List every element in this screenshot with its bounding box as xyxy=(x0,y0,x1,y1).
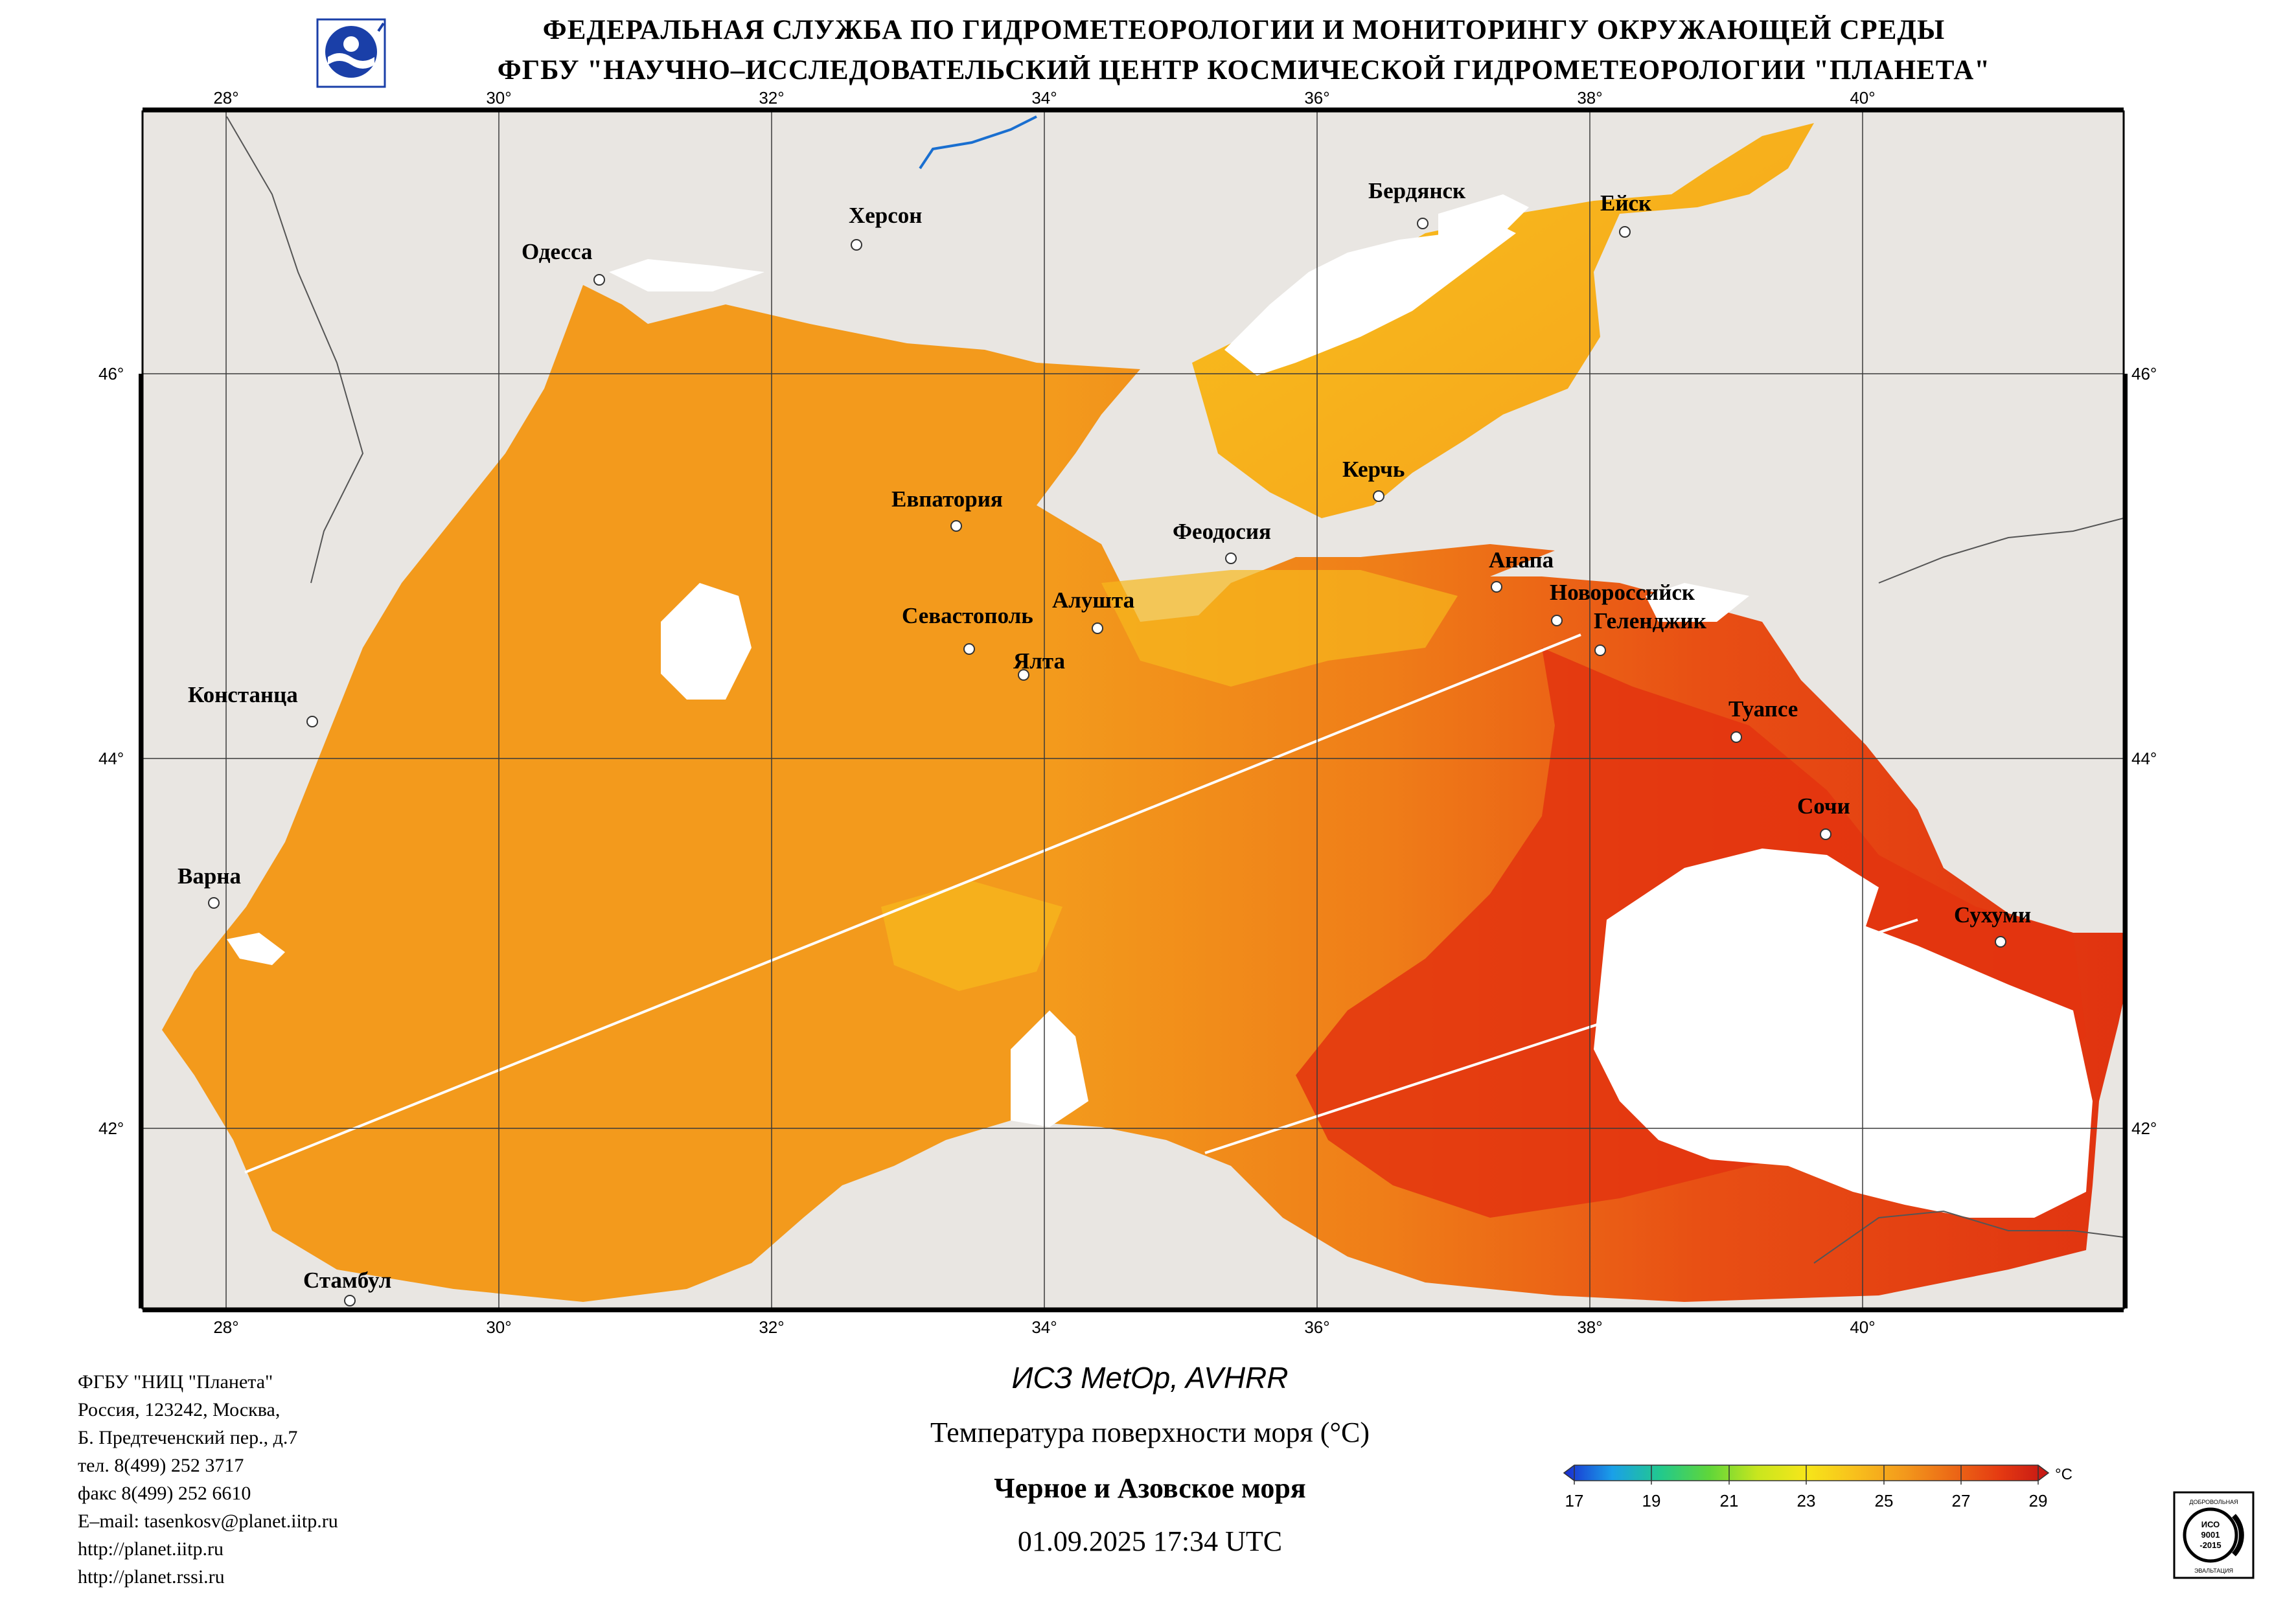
lat-label-left: 42° xyxy=(98,1119,124,1138)
cloud-mask xyxy=(1011,1010,1088,1127)
colorbar-tick-label: 19 xyxy=(1642,1491,1661,1510)
org-url-link[interactable]: http://planet.iitp.ru xyxy=(78,1538,224,1560)
city-label-istanbul: Стамбул xyxy=(303,1268,391,1293)
city-label-anapa: Анапа xyxy=(1489,547,1554,573)
org-fax: факс 8(499) 252 6610 xyxy=(78,1483,251,1504)
cert-iso-year: -2015 xyxy=(2199,1540,2221,1550)
lon-label-top: 40° xyxy=(1850,88,1875,108)
lon-label-bottom: 32° xyxy=(759,1317,784,1337)
colorbar-tick-label: 17 xyxy=(1565,1491,1584,1510)
graticule xyxy=(143,111,2124,1308)
cert-iso-label: ИСО xyxy=(2201,1520,2220,1529)
cert-top-text: ДОБРОВОЛЬНАЯ xyxy=(2189,1499,2238,1505)
lon-label-bottom: 34° xyxy=(1031,1317,1057,1337)
city-label-varna: Варна xyxy=(178,863,241,889)
org-name: ФГБУ "НИЦ "Планета" xyxy=(78,1371,273,1393)
lat-label-right: 44° xyxy=(2131,749,2157,768)
colorbar-tick-label: 27 xyxy=(1952,1491,1971,1510)
lon-label-top: 36° xyxy=(1304,88,1329,108)
cloud-mask xyxy=(1224,220,1516,376)
datetime-label: 01.09.2025 17:34 UTC xyxy=(1017,1525,1283,1557)
org-phone: тел. 8(499) 252 3717 xyxy=(78,1455,244,1476)
lon-label-top: 28° xyxy=(213,88,238,108)
colorbar-tick-label: 21 xyxy=(1720,1491,1739,1510)
colorbar: 17 19 21 23 25 27 29 °С xyxy=(1563,1465,2072,1510)
cert-bottom-text: ЭВАЛЬТАЦИЯ xyxy=(2194,1567,2233,1574)
azov-sea xyxy=(1192,123,1814,518)
lon-label-bottom: 38° xyxy=(1577,1317,1602,1337)
city-label-tuapse: Туапсе xyxy=(1728,696,1798,722)
city-label-sevastopol: Севастополь xyxy=(902,603,1033,628)
header-line-2: ФГБУ "НАУЧНО–ИССЛЕДОВАТЕЛЬСКИЙ ЦЕНТР КОС… xyxy=(497,55,1991,85)
river xyxy=(919,115,1037,170)
cloud-mask xyxy=(1646,583,1749,622)
lat-label-right: 42° xyxy=(2131,1119,2157,1138)
header-line-1: ФЕДЕРАЛЬНАЯ СЛУЖБА ПО ГИДРОМЕТЕОРОЛОГИИ … xyxy=(542,15,1946,45)
city-label-feodosiya: Феодосия xyxy=(1173,519,1271,544)
colorbar-tick-label: 25 xyxy=(1875,1491,1894,1510)
city-label-sochi: Сочи xyxy=(1797,793,1850,819)
city-label-odessa: Одесса xyxy=(522,239,592,264)
city-label-gelendzhik: Геленджик xyxy=(1594,608,1707,633)
city-label-yalta: Ялта xyxy=(1013,648,1065,674)
lon-label-bottom: 40° xyxy=(1850,1317,1875,1337)
lon-label-bottom: 30° xyxy=(486,1317,511,1337)
lon-label-top: 32° xyxy=(759,88,784,108)
lon-label-top: 30° xyxy=(486,88,511,108)
city-label-constanta: Констанца xyxy=(188,682,298,707)
cloud-mask xyxy=(227,933,285,965)
org-address-line: Россия, 123242, Москва, xyxy=(78,1399,281,1420)
colorbar-unit: °С xyxy=(2055,1466,2072,1483)
cloud-mask xyxy=(1594,849,2093,1218)
cloud-mask xyxy=(609,259,764,291)
warm-eddy xyxy=(1101,570,1458,687)
swath-gap-line xyxy=(244,633,1581,1174)
lon-label-top: 34° xyxy=(1031,88,1057,108)
lat-label-left: 46° xyxy=(98,364,124,383)
parameter-label: Температура поверхности моря (°С) xyxy=(930,1417,1370,1448)
swath-gap-line xyxy=(1204,918,1918,1154)
city-label-novorossiysk: Новороссийск xyxy=(1550,580,1695,605)
city-label-berdyansk: Бердянск xyxy=(1368,178,1466,203)
page-header: ФЕДЕРАЛЬНАЯ СЛУЖБА ПО ГИДРОМЕТЕОРОЛОГИИ … xyxy=(0,0,2296,110)
lon-label-bottom: 36° xyxy=(1304,1317,1329,1337)
city-label-yevpatoriya: Евпатория xyxy=(891,486,1003,512)
satellite-label: ИСЗ MetOp, AVHRR xyxy=(1011,1361,1289,1395)
country-border xyxy=(1878,518,2124,584)
region-label: Черное и Азовское моря xyxy=(994,1472,1306,1504)
lon-label-bottom: 28° xyxy=(213,1317,238,1337)
city-label-sukhumi: Сухуми xyxy=(1954,902,2031,928)
frame-ticks xyxy=(139,108,2128,1312)
city-label-yeysk: Ейск xyxy=(1600,190,1652,216)
country-border xyxy=(226,116,364,584)
city-label-kherson: Херсон xyxy=(849,203,922,228)
iso-certificate-badge-icon: ДОБРОВОЛЬНАЯ ИСО 9001 -2015 ЭВАЛЬТАЦИЯ xyxy=(2173,1491,2255,1579)
lat-label-left: 44° xyxy=(98,749,124,768)
city-label-alushta: Алушта xyxy=(1052,587,1134,613)
city-markers xyxy=(208,218,2006,1306)
org-address-line: Б. Предтеченский пер., д.7 xyxy=(78,1427,298,1448)
roshydromet-logo-icon xyxy=(316,18,386,88)
cloud-mask xyxy=(1438,194,1529,259)
country-border xyxy=(1813,1210,2124,1264)
city-label-kerch: Керчь xyxy=(1342,457,1405,482)
org-url-link[interactable]: http://planet.rssi.ru xyxy=(78,1566,225,1588)
lon-label-top: 38° xyxy=(1577,88,1602,108)
lat-label-right: 46° xyxy=(2131,364,2157,383)
colorbar-tick-label: 29 xyxy=(2029,1491,2048,1510)
cloud-mask xyxy=(661,583,752,700)
colorbar-tick-label: 23 xyxy=(1797,1491,1816,1510)
warm-eddy xyxy=(881,881,1062,991)
org-email: E–mail: tasenkosv@planet.iitp.ru xyxy=(78,1510,338,1532)
cert-iso-number: 9001 xyxy=(2201,1530,2220,1540)
org-contact-block: ФГБУ "НИЦ "Планета" Россия, 123242, Моск… xyxy=(78,1368,531,1591)
